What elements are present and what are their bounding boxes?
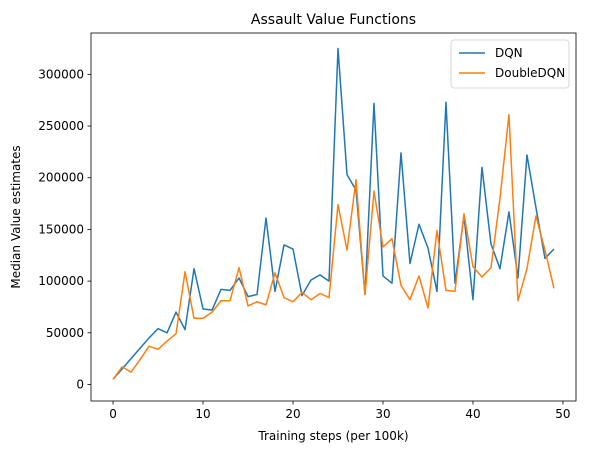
- y-axis: 0 50000 100000 150000 200000 250000 300000: [38, 67, 91, 391]
- x-tick-label: 10: [195, 407, 210, 421]
- x-tick-label: 0: [109, 407, 117, 421]
- y-tick-label: 150000: [38, 222, 84, 236]
- y-tick-label: 100000: [38, 274, 84, 288]
- x-axis: 0 10 20 30 40 50: [109, 401, 571, 421]
- x-tick-label: 40: [465, 407, 480, 421]
- x-tick-label: 50: [555, 407, 570, 421]
- legend: DQN DoubleDQN: [450, 39, 570, 89]
- x-tick-label: 20: [285, 407, 300, 421]
- x-axis-label: Training steps (per 100k): [257, 429, 408, 443]
- series-line-doubledqn: [112, 113, 555, 380]
- series-layer: [112, 47, 555, 380]
- y-tick-label: 0: [76, 377, 84, 391]
- y-tick-label: 200000: [38, 171, 84, 185]
- legend-label-dqn: DQN: [495, 46, 523, 60]
- y-tick-label: 50000: [46, 326, 84, 340]
- x-tick-label: 30: [375, 407, 390, 421]
- y-tick-label: 250000: [38, 119, 84, 133]
- legend-label-doubledqn: DoubleDQN: [495, 66, 565, 80]
- y-tick-label: 300000: [38, 67, 84, 81]
- chart-title: Assault Value Functions: [251, 12, 416, 28]
- series-line-dqn: [112, 47, 555, 380]
- legend-box: [450, 39, 570, 89]
- plot-frame: [90, 32, 577, 402]
- y-axis-label: Median Value estimates: [9, 145, 23, 288]
